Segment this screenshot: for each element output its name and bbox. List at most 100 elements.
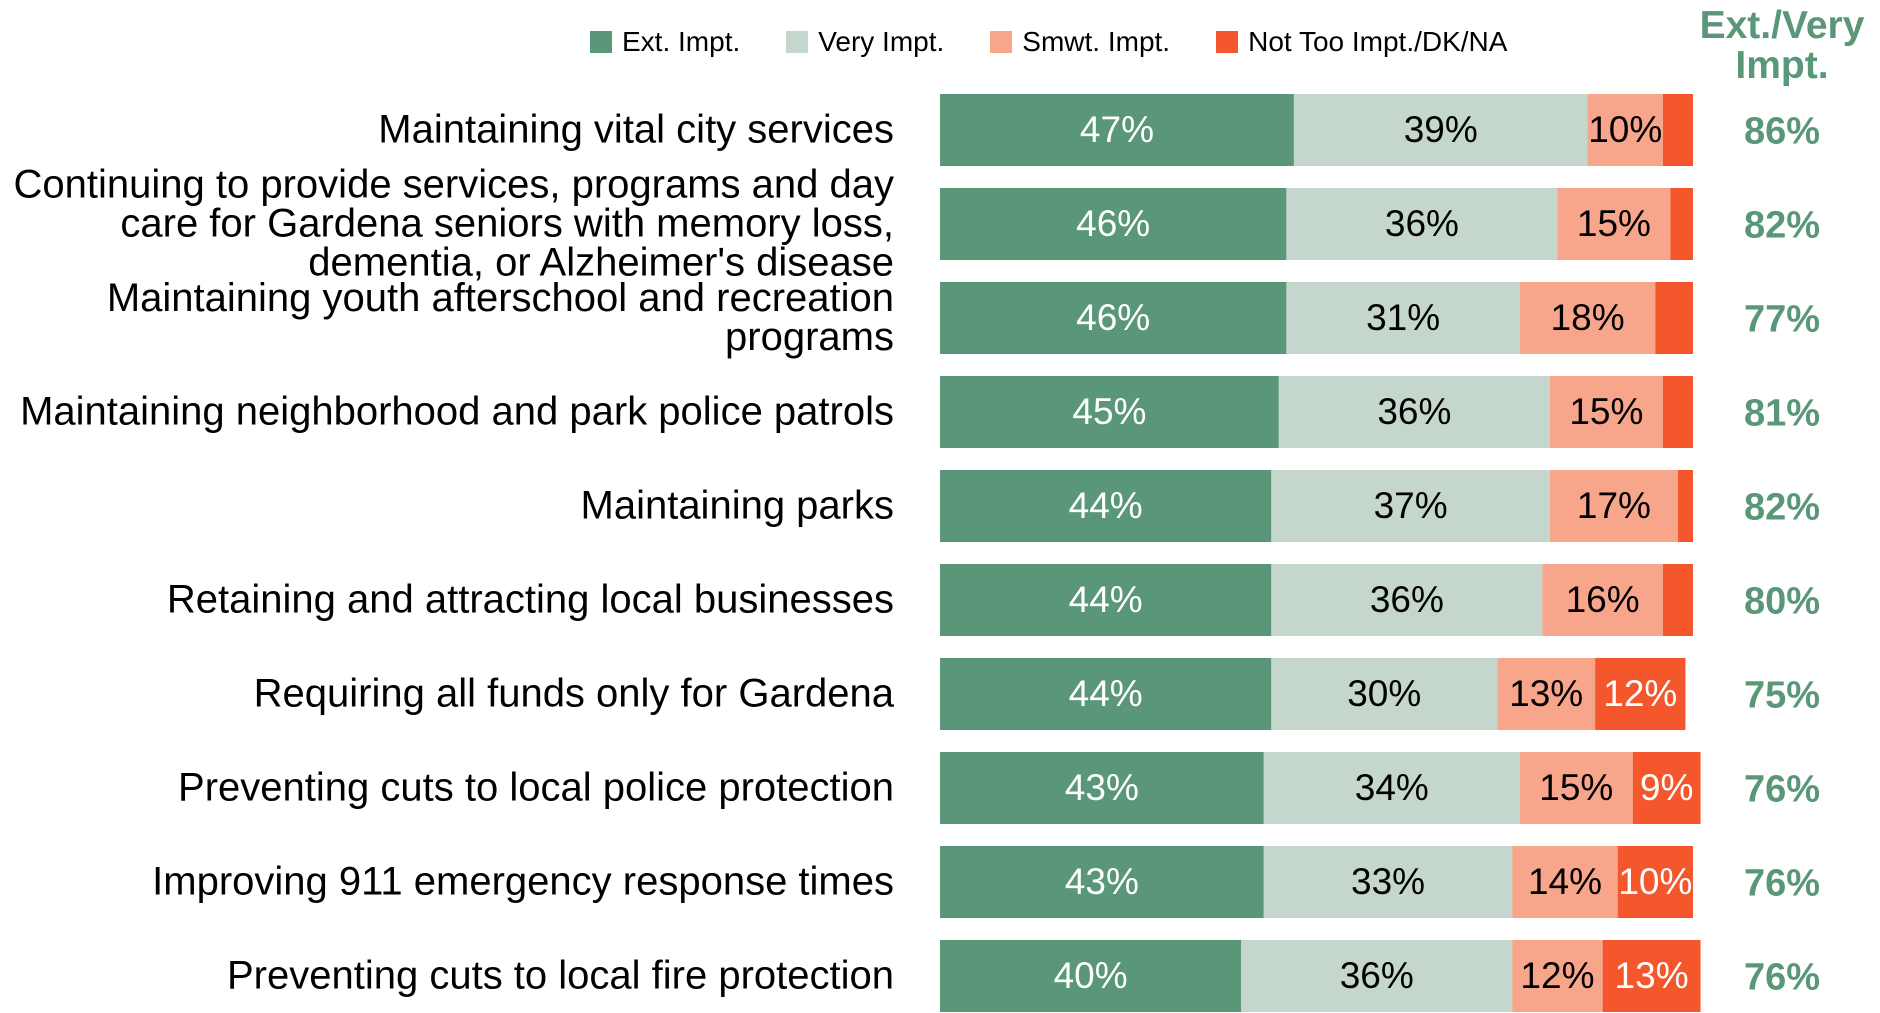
bar-segment <box>940 188 1287 260</box>
bar-segment <box>940 564 1272 636</box>
bar-segment <box>1662 94 1693 166</box>
value-label: 18% <box>1551 297 1625 338</box>
value-label: 46% <box>1076 203 1150 244</box>
value-label: 14% <box>1528 861 1602 902</box>
value-label: 39% <box>1404 109 1478 150</box>
bar-segment <box>1271 470 1550 542</box>
bar-segment <box>940 282 1287 354</box>
total-label: 76% <box>1743 956 1821 999</box>
value-label: 47% <box>1080 109 1154 150</box>
value-label: 12% <box>1603 673 1677 714</box>
bar-segment <box>1602 940 1701 1012</box>
bar-segment <box>1263 752 1520 824</box>
bar-segment <box>940 846 1264 918</box>
value-label: 40% <box>1054 955 1128 996</box>
value-label: 15% <box>1577 203 1651 244</box>
value-label: 15% <box>1569 391 1643 432</box>
legend-item: Not Too Impt./DK/NA <box>1216 26 1507 58</box>
bar-segment <box>940 470 1272 542</box>
total-label: 80% <box>1743 580 1821 623</box>
value-label: 44% <box>1069 579 1143 620</box>
value-label: 43% <box>1065 861 1139 902</box>
bar-segment <box>1271 564 1543 636</box>
value-label: 30% <box>1347 673 1421 714</box>
value-label: 36% <box>1370 579 1444 620</box>
bar-segment <box>1278 376 1550 448</box>
category-label: Continuing to provide services, programs… <box>13 162 894 285</box>
category-label: Maintaining parks <box>580 483 895 528</box>
total-label: 77% <box>1743 298 1821 341</box>
totals-title: Ext./Very Impt. <box>1699 4 1865 87</box>
bar-segment <box>940 752 1264 824</box>
legend-swatch <box>1216 31 1239 53</box>
bar-segment <box>1519 752 1633 824</box>
category-label: Retaining and attracting local businesse… <box>166 577 894 622</box>
category-label: Improving 911 emergency response times <box>152 859 894 904</box>
bar-segment <box>1241 940 1513 1012</box>
value-label: 13% <box>1509 673 1583 714</box>
bar-segment <box>1595 658 1686 730</box>
total-label: 76% <box>1743 768 1821 811</box>
total-label: 82% <box>1743 486 1821 529</box>
bar-segment <box>1662 564 1693 636</box>
value-label: 44% <box>1069 673 1143 714</box>
total-label: 86% <box>1743 110 1821 153</box>
legend-item: Ext. Impt. <box>590 26 740 58</box>
bar-segment <box>940 376 1279 448</box>
bar-segment <box>1587 94 1663 166</box>
bar-segment <box>1549 376 1663 448</box>
value-label: 43% <box>1065 767 1139 808</box>
bar-segment <box>940 940 1242 1012</box>
bar-segment <box>1542 564 1663 636</box>
bar-segment <box>1271 658 1498 730</box>
value-label: 45% <box>1072 391 1146 432</box>
legend-label: Very Impt. <box>818 26 945 57</box>
value-label: 36% <box>1340 955 1414 996</box>
bar-segment <box>1286 188 1558 260</box>
legend-label: Ext. Impt. <box>622 26 741 57</box>
bar-segment <box>1677 470 1693 542</box>
total-label: 81% <box>1743 392 1821 435</box>
value-label: 46% <box>1076 297 1150 338</box>
value-label: 44% <box>1069 485 1143 526</box>
value-label: 36% <box>1385 203 1459 244</box>
value-label: 34% <box>1355 767 1429 808</box>
bar-segment <box>1512 846 1618 918</box>
value-label: 17% <box>1577 485 1651 526</box>
value-label: 10% <box>1618 861 1692 902</box>
value-label: 15% <box>1539 767 1613 808</box>
category-label: Maintaining vital city services <box>378 107 894 152</box>
bar-segment <box>1662 376 1693 448</box>
category-label: Preventing cuts to local police protecti… <box>178 765 894 810</box>
bar-segment <box>1557 188 1671 260</box>
bar-segment <box>1519 282 1656 354</box>
value-label: 9% <box>1640 767 1693 808</box>
value-label: 16% <box>1566 579 1640 620</box>
value-label: 12% <box>1520 955 1594 996</box>
bar-segment <box>940 94 1294 166</box>
category-label: Maintaining neighborhood and park police… <box>20 389 894 434</box>
legend-swatch <box>590 31 612 53</box>
bar-segment <box>1263 846 1513 918</box>
total-label: 82% <box>1743 204 1821 247</box>
value-label: 33% <box>1351 861 1425 902</box>
bar-segment <box>1497 658 1596 730</box>
category-label: Preventing cuts to local fire protection <box>226 953 894 998</box>
legend-item: Very Impt. <box>786 26 944 58</box>
legend-swatch <box>786 31 809 53</box>
legend-label: Not Too Impt./DK/NA <box>1248 26 1508 57</box>
legend-item: Smwt. Impt. <box>990 26 1170 58</box>
value-label: 36% <box>1377 391 1451 432</box>
bar-segment <box>1286 282 1520 354</box>
bar-segment <box>1512 940 1603 1012</box>
legend-swatch <box>990 31 1013 53</box>
value-label: 37% <box>1374 485 1448 526</box>
value-label: 13% <box>1615 955 1689 996</box>
value-label: 31% <box>1366 297 1440 338</box>
bar-segment <box>1617 846 1693 918</box>
bar-segment <box>1549 470 1678 542</box>
legend: Ext. Impt. Very Impt. Smwt. Impt. Not Too I… <box>590 26 1507 58</box>
category-label: Requiring all funds only for Gardena <box>253 671 894 716</box>
